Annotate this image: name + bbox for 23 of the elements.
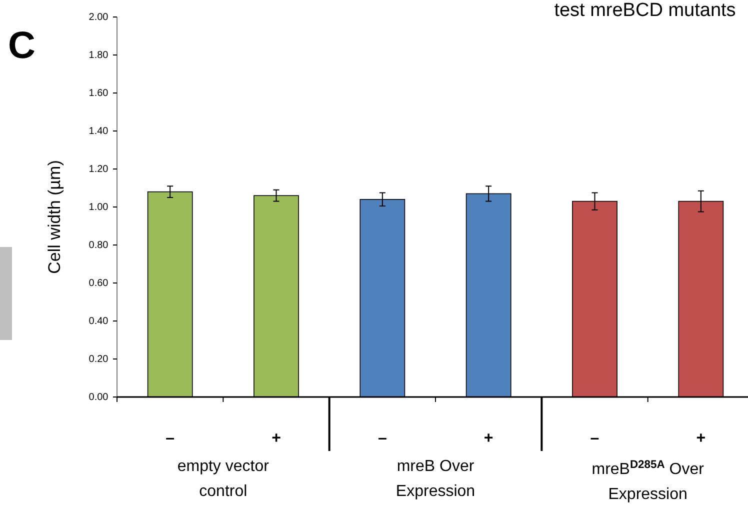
x-tick-label: + <box>272 430 281 447</box>
y-tick-label: 0.80 <box>88 240 109 252</box>
y-tick-label: 0.40 <box>88 316 109 328</box>
y-tick-label: 0.00 <box>88 392 109 404</box>
x-tick-label: – <box>378 430 387 447</box>
y-tick-label: 1.60 <box>88 88 109 100</box>
x-tick-label: – <box>166 430 175 447</box>
y-tick-label: 0.60 <box>88 278 109 290</box>
x-tick-label: – <box>590 430 600 447</box>
y-tick-label: 1.40 <box>88 126 109 138</box>
y-tick-label: 1.00 <box>88 202 109 214</box>
text: mreB$^{D285A}$ Over Expression <box>592 459 705 503</box>
x-tick-label: + <box>484 430 494 447</box>
y-axis-title: Cell width (µm) <box>45 160 64 274</box>
y-tick-label: 0.20 <box>88 354 109 366</box>
y-tick-label: 1.20 <box>88 164 109 176</box>
text: empty vector control <box>177 458 270 500</box>
x-tick-label: + <box>696 430 706 447</box>
y-tick-label: 1.80 <box>88 50 109 62</box>
text: C <box>8 25 36 67</box>
chart-title: test mreBCD mutants <box>554 0 736 21</box>
text: mreB Over Expression <box>396 458 476 500</box>
y-tick-label: 2.00 <box>88 12 109 24</box>
